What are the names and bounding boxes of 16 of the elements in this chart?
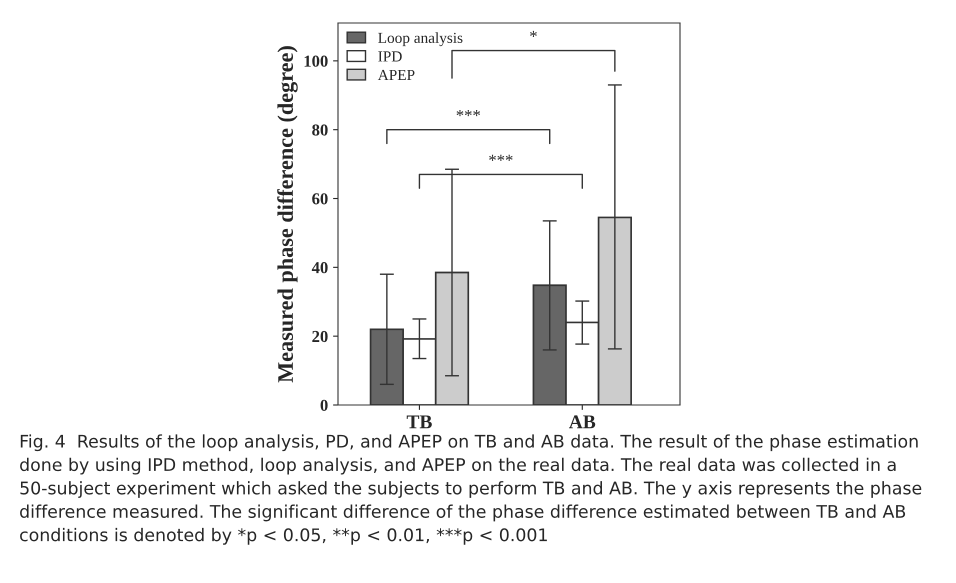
caption: Fig. 4 Results of the loop analysis, PD, and APEP on TB and AB data. The result of the phase estimation done by using IPD method, loop analysis, and APEP on the real data. The real data was collected in a 50-subject experiment which asked the subjects to perform TB and AB. The y axis represents the phase difference measured. The significant difference of the phase difference estimated between TB and AB conditions is denoted by *p < 0.05, **p < 0.01, ***p < 0.001 bbox=[20, 434, 922, 545]
y-tick-label: 80 bbox=[312, 124, 328, 136]
annotation: *** bbox=[456, 110, 480, 116]
x-tick-label: TB bbox=[406, 415, 432, 428]
annotation: *** bbox=[489, 154, 513, 161]
legend-label: IPD bbox=[378, 51, 402, 62]
annotation: * bbox=[530, 30, 537, 38]
y-tick-label: 40 bbox=[312, 262, 328, 274]
x-tick-label: AB bbox=[568, 415, 596, 428]
y-tick-label: 20 bbox=[312, 330, 328, 342]
y-tick-label: 60 bbox=[312, 193, 328, 204]
y-tick-label: 0 bbox=[320, 400, 328, 411]
y-axis-title: Measured phase difference (degree) bbox=[277, 46, 298, 382]
y-tick-label: 100 bbox=[304, 56, 328, 67]
legend-label: Loop analysis bbox=[378, 32, 462, 46]
legend-label: APEP bbox=[378, 70, 414, 80]
